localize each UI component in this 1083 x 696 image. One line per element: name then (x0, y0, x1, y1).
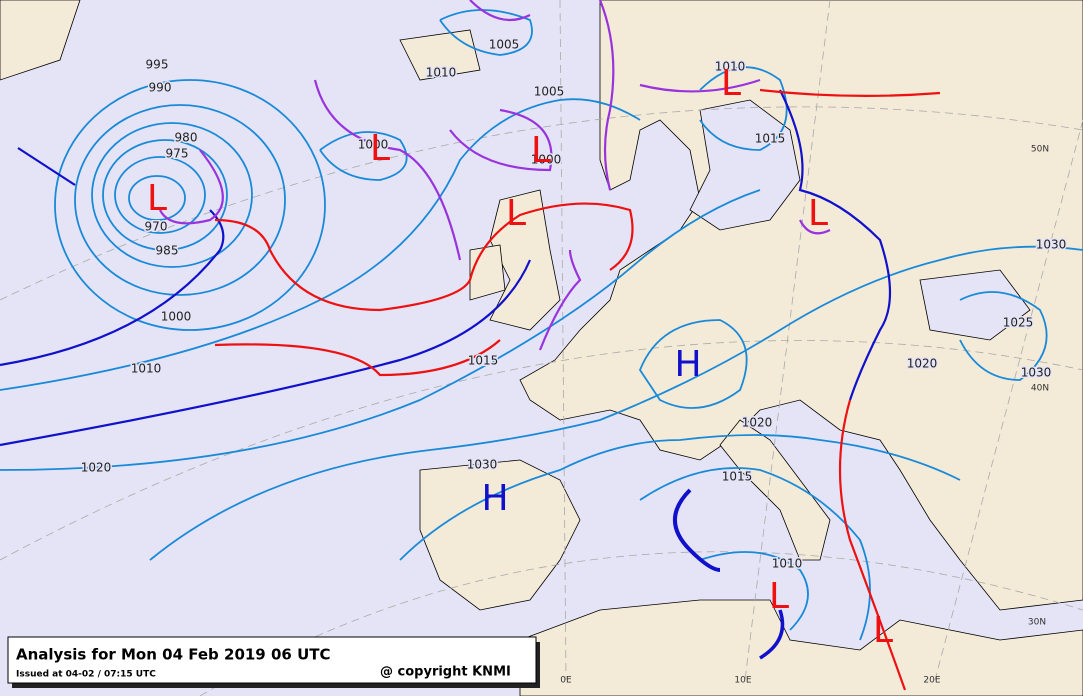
pressure-center: L (873, 610, 893, 651)
grid-label: 30N (1028, 618, 1046, 628)
isobar-label: 990 (149, 81, 172, 95)
pressure-center: H (674, 344, 701, 385)
pressure-center: L (808, 193, 828, 234)
isobar-label: 1020 (907, 357, 938, 371)
isobar-label: 1000 (161, 310, 192, 324)
isobar-label: 1005 (489, 38, 520, 52)
isobar-label: 985 (156, 244, 179, 258)
isobars (0, 9, 1083, 641)
labels: 995 990 980 975 970 985 1000 1010 1020 1000 1005 10… (79, 36, 1068, 686)
pressure-center: L (506, 193, 526, 234)
isobar-label: 1010 (772, 557, 803, 571)
pressure-center: L (769, 576, 789, 617)
pressure-center: L (531, 130, 551, 171)
grid-label: 0E (560, 676, 572, 686)
issued: Issued at 04-02 / 07:15 UTC (16, 670, 156, 680)
isobar-label: 1030 (1036, 238, 1067, 252)
fronts (0, 0, 941, 691)
title: Analysis for Mon 04 Feb 2019 06 UTC (16, 646, 331, 664)
pressure-center: L (721, 63, 741, 104)
isobar-label: 1015 (755, 132, 786, 146)
isobar-label: 975 (166, 147, 189, 161)
isobar-label: 1015 (722, 470, 753, 484)
isobar-label: 1015 (468, 354, 499, 368)
isobar-label: 1005 (534, 85, 565, 99)
isobar-label: 1000 (531, 153, 562, 167)
caption-box: Analysis for Mon 04 Feb 2019 06 UTC Issu… (7, 636, 540, 688)
copyright: @ copyright KNMI (380, 665, 511, 680)
isobar-label: 1025 (1003, 316, 1034, 330)
isobar-label: 1010 (426, 66, 457, 80)
isobar-label: 1010 (131, 362, 162, 376)
isobar-label: 970 (145, 220, 168, 234)
isobar-label: 1030 (1021, 366, 1052, 380)
grid-label: 50N (1031, 145, 1049, 155)
pressure-center: L (147, 178, 167, 219)
isobar-label: 1020 (742, 416, 773, 430)
isobar-label: 1030 (467, 458, 498, 472)
isobar-label: 1010 (715, 60, 746, 74)
pressure-center: H (481, 478, 508, 519)
isobar-label: 1020 (81, 461, 112, 475)
pressure-center: L (370, 128, 390, 169)
isobar-label: 980 (175, 131, 198, 145)
isobar-label: 1000 (358, 138, 389, 152)
grid-label: 10E (734, 676, 751, 686)
grid-label: 20E (923, 676, 940, 686)
isobar-label: 995 (146, 58, 169, 72)
grid-label: 40N (1031, 384, 1049, 394)
